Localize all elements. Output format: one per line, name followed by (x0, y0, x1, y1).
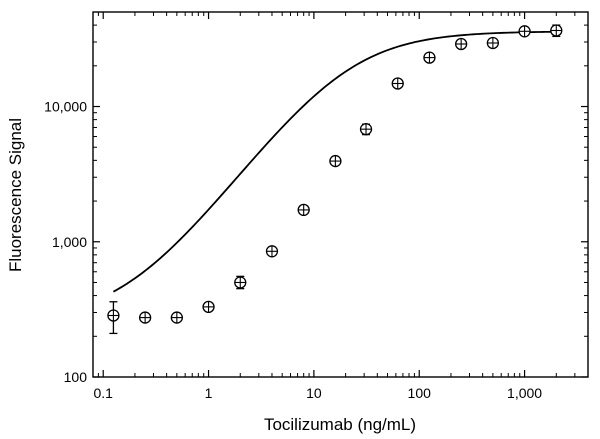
x-tick-label: 10 (306, 385, 322, 401)
y-tick-label: 1,000 (52, 234, 87, 250)
data-point (107, 301, 120, 335)
data-point (265, 245, 279, 258)
data-point (391, 77, 404, 90)
data-points (107, 24, 563, 335)
data-point (234, 275, 247, 290)
data-point (202, 300, 215, 314)
data-point (423, 51, 436, 64)
x-axis-ticks: 0.1 1 10 100 1,000 (93, 12, 576, 401)
fit-curve (112, 30, 557, 293)
y-axis-ticks: 100 1,000 10,000 (44, 24, 588, 385)
plot-frame (92, 11, 589, 378)
data-point (170, 311, 183, 324)
data-point (518, 25, 531, 38)
x-tick-label: 1,000 (507, 385, 542, 401)
data-point (486, 36, 500, 50)
x-tick-label: 0.1 (93, 385, 113, 401)
x-tick-label: 100 (408, 385, 432, 401)
x-tick-label: 1 (205, 385, 213, 401)
data-point (297, 203, 310, 217)
y-tick-label: 10,000 (44, 99, 87, 115)
y-tick-label: 100 (64, 369, 88, 385)
data-point (138, 311, 152, 324)
data-point (359, 123, 373, 136)
data-point (455, 37, 468, 51)
x-axis-title: Tocilizumab (ng/mL) (264, 415, 416, 434)
y-axis-title: Fluorescence Signal (6, 118, 25, 272)
data-point (550, 24, 563, 38)
data-point (329, 154, 342, 168)
